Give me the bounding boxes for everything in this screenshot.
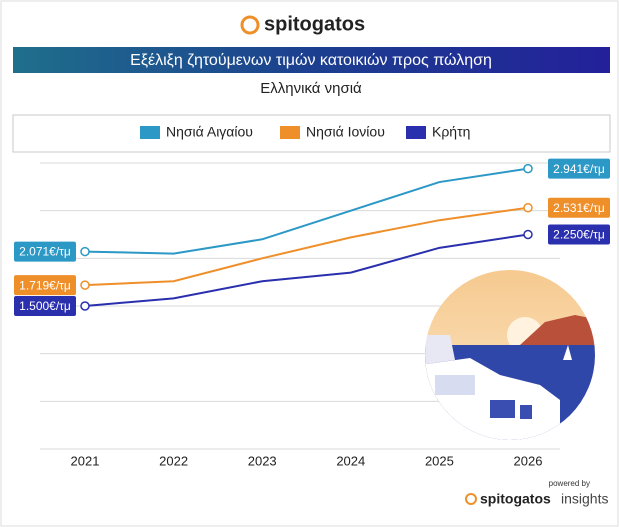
x-tick-label: 2025 xyxy=(425,453,454,468)
powered-by: powered by xyxy=(549,479,590,488)
title-bar xyxy=(13,47,610,73)
point-marker xyxy=(80,280,90,290)
legend-swatch xyxy=(140,126,160,139)
legend: Νησιά Αιγαίου Νησιά Ιονίου Κρήτη xyxy=(140,124,470,140)
value-label: 2.071€/τμ xyxy=(19,245,71,259)
chart-subtitle: Ελληνικά νησιά xyxy=(260,80,362,97)
point-marker xyxy=(80,246,90,257)
brand: spitogatos xyxy=(264,13,365,35)
legend-label: Κρήτη xyxy=(432,124,470,140)
footer-product: insights xyxy=(561,491,608,507)
x-tick-label: 2024 xyxy=(336,453,365,468)
value-label: 1.500€/τμ xyxy=(19,299,71,313)
legend-swatch xyxy=(406,126,426,139)
x-tick-label: 2022 xyxy=(159,453,188,468)
x-tick-label: 2021 xyxy=(71,453,100,468)
value-label-box xyxy=(548,158,610,179)
value-label-box xyxy=(548,197,610,218)
point-marker xyxy=(523,229,533,240)
value-label-box xyxy=(14,241,76,262)
legend-swatch xyxy=(280,126,300,139)
footer-logo-icon xyxy=(465,493,477,505)
value-label: 2.250€/τμ xyxy=(553,228,605,242)
x-tick-label: 2023 xyxy=(248,453,277,468)
value-label: 2.531€/τμ xyxy=(553,201,605,215)
series-line xyxy=(84,206,529,287)
value-label-box xyxy=(548,224,610,245)
illustration xyxy=(425,270,595,440)
value-label: 1.719€/τμ xyxy=(19,278,71,292)
chart-title: Εξέλιξη ζητούμενων τιμών κατοικιών προς … xyxy=(130,52,492,69)
value-label: 2.941€/τμ xyxy=(553,162,605,176)
value-label-box xyxy=(14,296,76,316)
value-label-box xyxy=(14,275,76,296)
point-marker xyxy=(523,202,533,213)
logo: spitogatos xyxy=(240,13,365,35)
legend-box xyxy=(12,114,611,153)
x-tick-label: 2026 xyxy=(514,453,543,468)
footer-brand: spitogatos xyxy=(480,491,551,507)
series-line xyxy=(84,233,529,307)
point-marker xyxy=(523,163,533,174)
point-marker xyxy=(80,301,90,311)
legend-label: Νησιά Ιονίου xyxy=(306,124,385,140)
series-line xyxy=(84,167,529,255)
legend-label: Νησιά Αιγαίου xyxy=(166,124,253,140)
